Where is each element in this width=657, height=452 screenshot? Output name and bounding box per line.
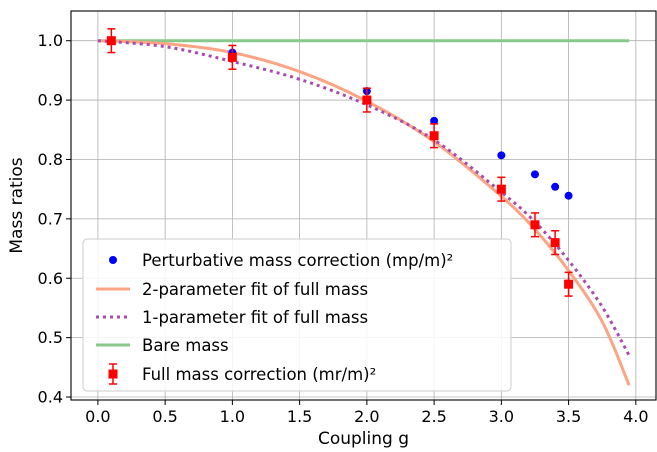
x-tick-label: 0.0 [85,407,110,426]
y-tick-label: 0.9 [38,91,63,110]
y-tick-label: 0.4 [38,388,63,407]
data-point-square [564,279,574,289]
data-point-square [362,95,372,105]
series-layer [97,28,631,386]
x-axis-label: Coupling g [318,429,409,449]
data-point [551,182,560,191]
x-tick-label: 3.0 [489,407,514,426]
legend-marker [108,369,118,379]
series-4 [106,28,574,297]
legend-label: 2-parameter fit of full mass [142,280,368,299]
legend-entry: Bare mass [96,336,229,355]
y-tick-label: 1.0 [38,31,63,50]
legend-label: Full mass correction (mr/m)² [142,365,376,384]
plot-frame [70,10,657,401]
x-tick-label: 1.0 [220,407,245,426]
legend-label: Perturbative mass correction (mp/m)² [142,251,453,270]
legend-entry: 1-parameter fit of full mass [96,308,368,327]
legend-label: Bare mass [142,336,229,355]
axis-ticks: 0.0 0.5 1.0 1.5 2.0 2.5 3.0 3.5 4.0 0.4 0.5 0.6 0.7 0… [38,31,649,426]
y-tick-label: 0.6 [38,269,63,288]
x-tick-label: 1.5 [287,407,312,426]
data-point-square [530,220,540,230]
data-point-square [429,131,439,141]
x-tick-label: 4.0 [623,407,648,426]
data-point [564,191,573,200]
data-point-square [106,36,116,46]
legend-marker [109,256,117,264]
x-tick-label: 0.5 [152,407,177,426]
legend-label: 1-parameter fit of full mass [142,308,368,327]
x-tick-label: 3.5 [556,407,581,426]
legend: Perturbative mass correction (mp/m)² 2-pa… [82,238,512,392]
data-point-square [550,238,560,248]
series-2 [97,39,631,357]
legend-entry: 2-parameter fit of full mass [96,280,368,299]
y-axis-label: Mass ratios [7,157,27,253]
y-tick-label: 0.5 [38,328,63,347]
data-point-square [496,184,506,194]
x-tick-label: 2.0 [354,407,379,426]
data-point [497,151,506,160]
data-point [430,116,439,125]
y-tick-label: 0.8 [38,150,63,169]
data-point [530,170,539,179]
data-point-square [227,52,237,62]
x-tick-label: 2.5 [421,407,446,426]
legend-entry: Perturbative mass correction (mp/m)² [109,251,453,270]
y-tick-label: 0.7 [38,209,63,228]
legend-entry: Full mass correction (mr/m)² [108,363,376,385]
series-line [97,39,631,357]
legend-box [82,238,512,392]
